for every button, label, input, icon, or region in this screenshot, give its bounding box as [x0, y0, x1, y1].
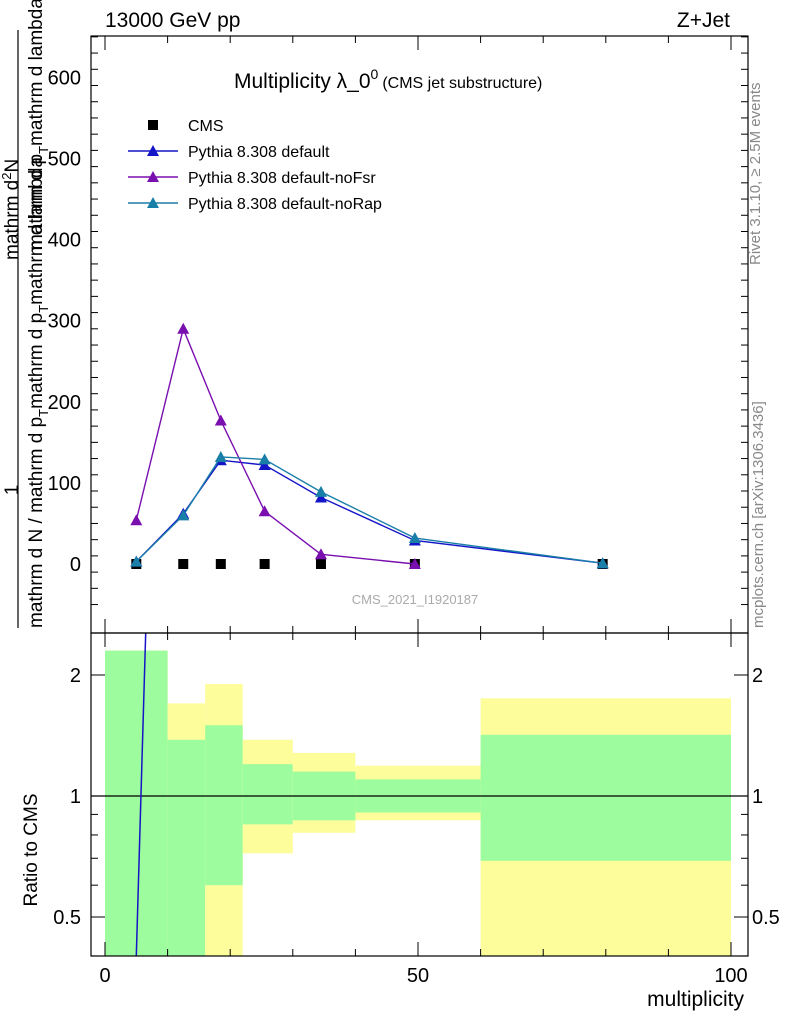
main-ytick-label-2: 200 — [48, 392, 81, 414]
ratio-inner-band-1 — [167, 739, 206, 956]
cms-point-1 — [178, 559, 189, 569]
ratio-inner-band-6 — [480, 734, 731, 861]
series-line-2 — [135, 326, 415, 565]
series-line-3 — [135, 456, 603, 564]
ratio-uncertainty-bands — [105, 650, 731, 956]
main-ytick-label-0: 0 — [70, 554, 81, 576]
ratio-ytick-label-right-1: 1 — [752, 786, 763, 808]
series-3-point-4 — [314, 485, 327, 497]
legend-label-2: Pythia 8.308 default-noFsr — [188, 170, 376, 187]
ylabel-denominator-2: mathrm d pTmathrm d lambda — [26, 0, 51, 250]
process-label: Z+Jet — [677, 9, 730, 32]
main-ytick-label-1: 100 — [48, 473, 81, 495]
ratio-inner-band-3 — [242, 764, 293, 825]
plot-title: Multiplicity λ_00(CMS jet substructure) — [234, 66, 542, 93]
series-3-point-2 — [214, 450, 227, 462]
series-1-point-4 — [314, 491, 327, 503]
series-2-point-3 — [258, 505, 271, 517]
xtick-label-0: 0 — [99, 965, 110, 987]
legend-marker-2 — [147, 171, 159, 182]
mcplots-label: mcplots.cern.ch [arXiv:1306.3436] — [750, 401, 767, 628]
series-line-1 — [135, 459, 603, 564]
main-ytick-label-5: 500 — [48, 149, 81, 171]
main-ytick-label-3: 300 — [48, 311, 81, 333]
ylabel-one: 1 — [2, 485, 23, 496]
main-series-group — [130, 322, 609, 569]
legend-label-1: Pythia 8.308 default — [188, 144, 330, 161]
energy-label: 13000 GeV pp — [105, 9, 240, 32]
legend-marker-1 — [147, 145, 159, 156]
series-2-point-0 — [130, 514, 143, 526]
ratio-curve-default — [135, 632, 147, 957]
axes-frames — [90, 35, 749, 957]
ratio-ytick-label-right-0: 0.5 — [752, 907, 780, 929]
main-ytick-label-6: 600 — [48, 67, 81, 89]
legend: CMS Pythia 8.308 default Pythia 8.308 defa… — [128, 118, 382, 213]
series-3-point-3 — [258, 453, 271, 465]
ratio-ytick-label-left-2: 2 — [70, 665, 81, 687]
ratio-ylabel: Ratio to CMS — [21, 794, 42, 907]
axis-ticks: 0 100 200 300 400 500 600 0.5 0.5 1 1 2 2 0 50 100 — [48, 36, 780, 987]
legend-label-3: Pythia 8.308 default-noRap — [188, 196, 382, 213]
main-ylabel: 1 mathrm d N / mathrm d pTmathrm d pTmat… — [0, 0, 51, 628]
series-2-point-5 — [408, 558, 421, 569]
series-3-point-0 — [130, 555, 143, 567]
analysis-watermark: CMS_2021_I1920187 — [352, 592, 479, 607]
series-1-point-3 — [258, 459, 271, 471]
rivet-label: Rivet 3.1.10, ≥ 2.5M events — [747, 83, 764, 266]
cms-point-2 — [215, 559, 226, 569]
series-2-point-2 — [214, 414, 227, 426]
cms-point-3 — [259, 559, 270, 569]
series-3-point-6 — [596, 557, 609, 569]
x-axis-title: multiplicity — [647, 988, 744, 1011]
series-3-point-1 — [177, 509, 190, 521]
legend-cms-marker — [148, 120, 158, 130]
series-2-point-4 — [314, 548, 327, 560]
ratio-frame — [90, 632, 749, 957]
xtick-label-1: 50 — [407, 965, 429, 987]
ratio-inner-band-0 — [105, 650, 168, 956]
ratio-ytick-label-right-2: 2 — [752, 665, 763, 687]
xtick-label-2: 100 — [714, 965, 747, 987]
legend-label-0: CMS — [188, 118, 224, 135]
main-ytick-label-4: 400 — [48, 230, 81, 252]
legend-marker-3 — [147, 197, 159, 208]
ratio-ytick-label-left-1: 1 — [70, 786, 81, 808]
series-3-point-5 — [408, 532, 421, 544]
ylabel-denominator: mathrm d N / mathrm d pTmathrm d pTmathr… — [26, 157, 51, 628]
ratio-ytick-label-left-0: 0.5 — [53, 907, 81, 929]
series-2-point-1 — [177, 322, 190, 334]
cms-point-4 — [315, 559, 326, 569]
ylabel-numerator: mathrm d2N — [0, 159, 23, 260]
ratio-series-group — [91, 632, 748, 957]
ratio-inner-band-2 — [205, 725, 243, 886]
